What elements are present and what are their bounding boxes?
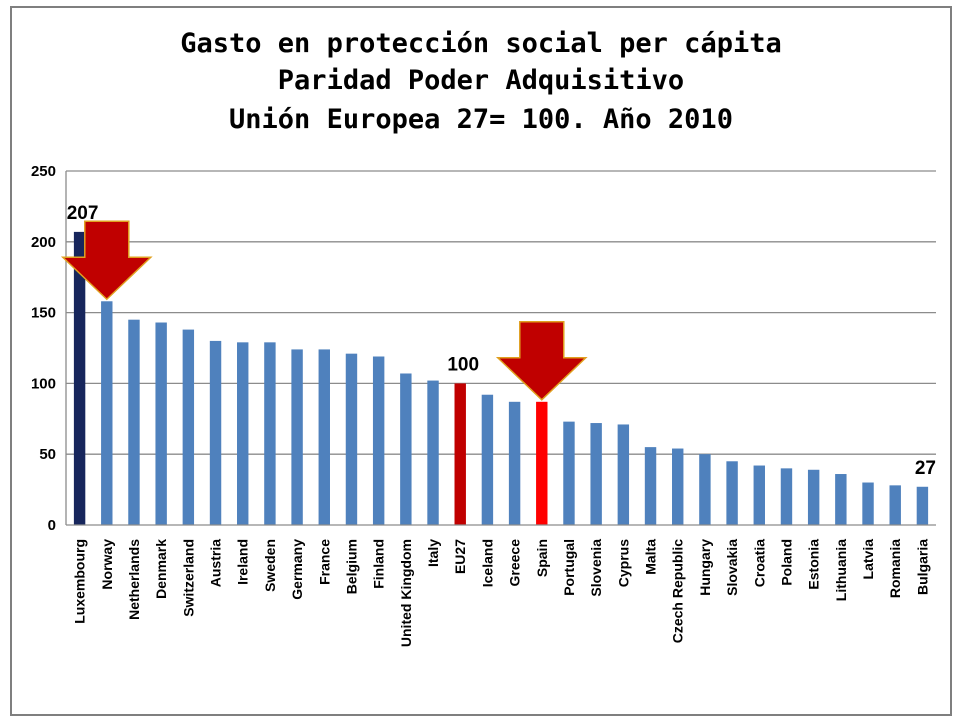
bar-germany [291,349,303,525]
x-tick-label: Denmark [153,539,169,599]
y-tick-label: 0 [48,517,56,534]
x-tick-label: Latvia [860,539,876,580]
bar-czech-republic [672,448,684,525]
chart-title: Gasto en protección social per cápita Pa… [180,28,781,135]
bar-poland [780,468,793,525]
bar-netherlands [128,319,140,525]
x-tick-label: Portugal [561,539,577,596]
x-tick-label: Spain [534,539,550,577]
bar-hungary [699,454,711,525]
x-tick-label: Czech Republic [670,539,686,643]
bar-bulgaria [916,486,929,525]
x-tick-label: Austria [208,539,224,587]
bar-iceland [481,394,494,525]
x-tick-label: Belgium [343,539,359,594]
data-labels: 207 100 27 [67,203,936,479]
title-line-1: Gasto en protección social per cápita [180,28,781,59]
bar-france [318,349,330,525]
x-tick-label: United Kingdom [398,539,414,647]
bar-austria [209,340,222,525]
bar-norway [101,301,113,525]
x-tick-label: Greece [507,539,523,587]
bar-portugal [563,421,575,525]
bar-latvia [862,482,874,525]
bar-greece [508,401,521,525]
x-tick-label: Ireland [235,539,251,585]
x-tick-label: France [316,539,332,585]
x-tick-label: Cyprus [615,539,631,587]
down-arrow-spain [495,321,588,401]
x-tick-label: Norway [99,539,115,590]
axes [65,171,936,526]
x-tick-label: Hungary [697,539,713,596]
x-tick-label: Luxembourg [72,539,88,624]
x-tick-label: Iceland [479,539,495,587]
x-tick-label: Netherlands [126,539,142,620]
y-tick-label: 250 [31,163,56,180]
bar-slovakia [726,461,738,525]
bar-estonia [807,469,820,525]
bar-united-kingdom [400,373,412,525]
x-tick-label: Slovakia [724,539,740,596]
x-tick-label: Croatia [751,539,767,587]
title-line-3: Unión Europea 27= 100. Año 2010 [229,104,733,135]
bar-luxembourg [73,231,86,525]
x-tick-label: Estonia [806,539,822,590]
x-tick-label: Germany [289,539,305,600]
x-tick-label: Malta [643,539,659,575]
x-tick-label: Bulgaria [914,539,930,595]
bar-cyprus [617,424,630,525]
bar-spain [536,401,548,525]
x-tick-label: Sweden [262,539,278,592]
bar-belgium [345,353,358,525]
bars [73,231,929,525]
data-label: 27 [915,458,936,479]
x-tick-label: EU27 [452,539,468,574]
bar-switzerland [182,329,195,525]
x-tick-label: Romania [887,539,903,598]
bar-sweden [264,342,276,525]
x-tick-label: Slovenia [588,539,604,597]
x-tick-label: Finland [371,539,387,589]
bar-croatia [753,465,765,525]
y-tick-label: 150 [31,305,56,322]
x-tick-label: Lithuania [833,539,849,601]
down-arrow-norway [60,220,153,301]
y-tick-label: 100 [31,375,56,392]
bar-romania [889,485,901,525]
bar-lithuania [835,474,847,525]
chart-frame: Gasto en protección social per cápita Pa… [10,6,952,716]
data-label: 100 [447,354,479,375]
gridlines [66,170,936,455]
x-tick-label: Italy [425,539,441,567]
bar-slovenia [590,423,602,525]
x-tick-label: Switzerland [180,539,196,617]
bar-chart: Gasto en protección social per cápita Pa… [31,28,936,647]
y-tick-label: 200 [31,234,56,251]
bar-eu27 [454,383,466,525]
bar-italy [427,380,439,525]
category-labels: Luxembourg Norway Netherlands Denmark Switze… [72,539,931,647]
bar-ireland [237,342,249,525]
x-tick-label: Poland [778,539,794,586]
y-tick-label: 50 [39,446,56,463]
y-axis-ticks: 0 50 100 150 200 250 [31,163,56,534]
bar-denmark [155,322,167,525]
annotation-arrows [60,220,588,401]
data-label: 207 [67,203,99,224]
title-line-2: Paridad Poder Adquisitivo [278,65,684,96]
bar-finland [372,356,385,525]
bar-malta [644,447,657,525]
